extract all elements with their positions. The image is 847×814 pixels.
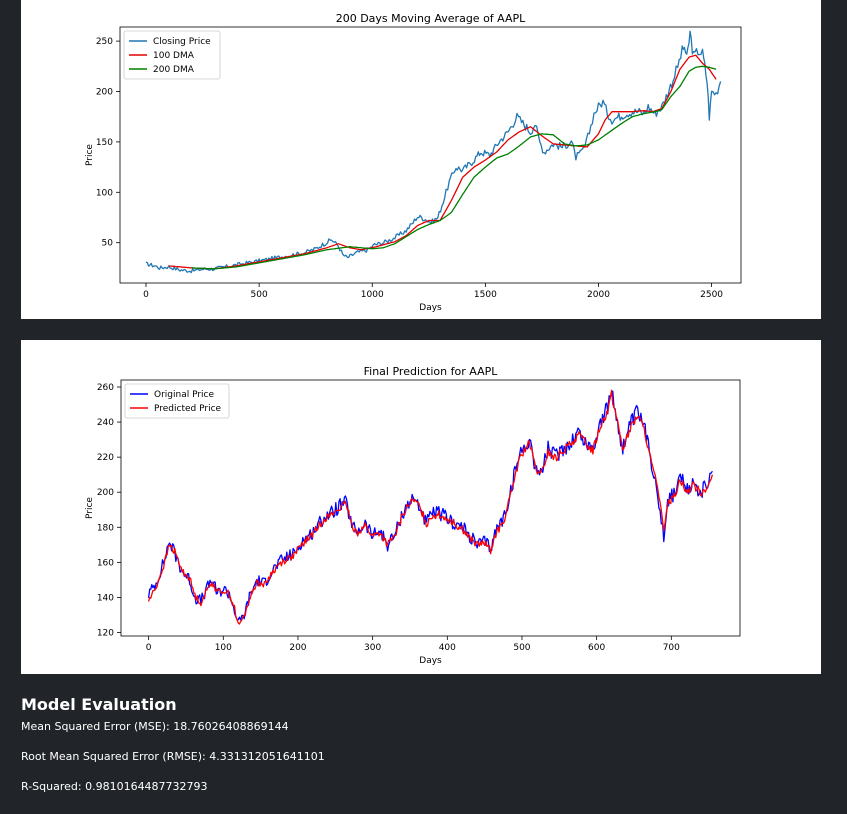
prediction-chart-panel: 0 100 200 300 400 500 600 700 120 140 160 180 200 220… [21,340,821,674]
ma-x-tick-label: 1000 [361,290,384,300]
moving-average-chart-panel: 0 500 1000 1500 2000 2500 50 100 150 200 250 200 Da… [21,0,821,319]
pred-y-tick-label: 200 [97,488,114,498]
pred-plot-frame [120,379,741,637]
pred-x-tick-label: 100 [215,643,232,653]
pred-x-axis-label: Days [419,656,442,666]
ma-series-line-1 [145,30,722,274]
pred-y-tick-label: 260 [97,383,114,393]
ma-legend-box [123,30,221,80]
pred-y-axis-label: Price [85,497,95,519]
ma-y-tick-label: 150 [96,138,113,148]
pred-legend: Original Price Predicted Price [124,383,230,419]
model-evaluation-heading: Model Evaluation [21,695,177,714]
mse-text: Mean Squared Error (MSE): 18.76026408869… [21,720,289,733]
moving-average-chart: 0 500 1000 1500 2000 2500 50 100 150 200 250 200 Da… [85,12,742,313]
pred-y-tick-label: 240 [97,418,114,428]
ma-legend-label-3: 200 DMA [153,65,195,75]
ma-chart-title: 200 Days Moving Average of AAPL [336,12,526,25]
pred-y-tick-label: 160 [97,558,114,568]
ma-x-tick-label: 2500 [700,290,723,300]
ma-x-tick-label: 500 [251,290,268,300]
ma-y-tick-label: 50 [102,239,114,249]
ma-x-tick-label: 0 [143,290,149,300]
ma-legend-label-2: 100 DMA [153,51,195,61]
prediction-chart: 0 100 200 300 400 500 600 700 120 140 160 180 200 220… [85,365,741,666]
ma-legend: Closing Price 100 DMA 200 DMA [123,30,221,80]
model-evaluation-section: Model Evaluation Mean Squared Error (MSE… [21,695,325,810]
r-squared-text: R-Squared: 0.9810164487732793 [21,780,208,793]
ma-y-axis-label: Price [85,144,95,166]
pred-series-line-2 [147,389,714,625]
pred-y-tick-label: 220 [97,453,114,463]
pred-series-group [147,389,714,625]
ma-y-tick-label: 250 [96,37,113,47]
pred-x-tick-label: 700 [663,643,680,653]
pred-legend-label-1: Original Price [154,390,214,400]
pred-x-tick-label: 200 [289,643,306,653]
ma-x-axis-label: Days [419,303,442,313]
pred-x-tick-label: 500 [513,643,530,653]
ma-series-line-3 [191,65,717,270]
pred-legend-label-2: Predicted Price [154,404,222,414]
pred-x-tick-label: 400 [439,643,456,653]
ma-x-tick-label: 2000 [587,290,610,300]
pred-x-tick-label: 0 [146,643,152,653]
pred-x-tick-label: 300 [364,643,381,653]
ma-legend-label-1: Closing Price [153,37,211,47]
ma-series-line-2 [168,54,717,270]
pred-legend-box [124,383,230,419]
pred-y-tick-label: 120 [97,628,114,638]
ma-y-tick-label: 100 [96,188,113,198]
pred-chart-title: Final Prediction for AAPL [364,365,499,378]
pred-x-tick-label: 600 [588,643,605,653]
ma-y-tick-label: 200 [96,88,113,98]
ma-plot-frame [119,26,742,284]
ma-series-group [145,30,722,274]
pred-series-line-1 [147,390,713,621]
rmse-text: Root Mean Squared Error (RMSE): 4.331312… [21,750,325,763]
ma-x-tick-label: 1500 [474,290,497,300]
pred-y-tick-label: 180 [97,523,114,533]
pred-y-tick-label: 140 [97,593,114,603]
